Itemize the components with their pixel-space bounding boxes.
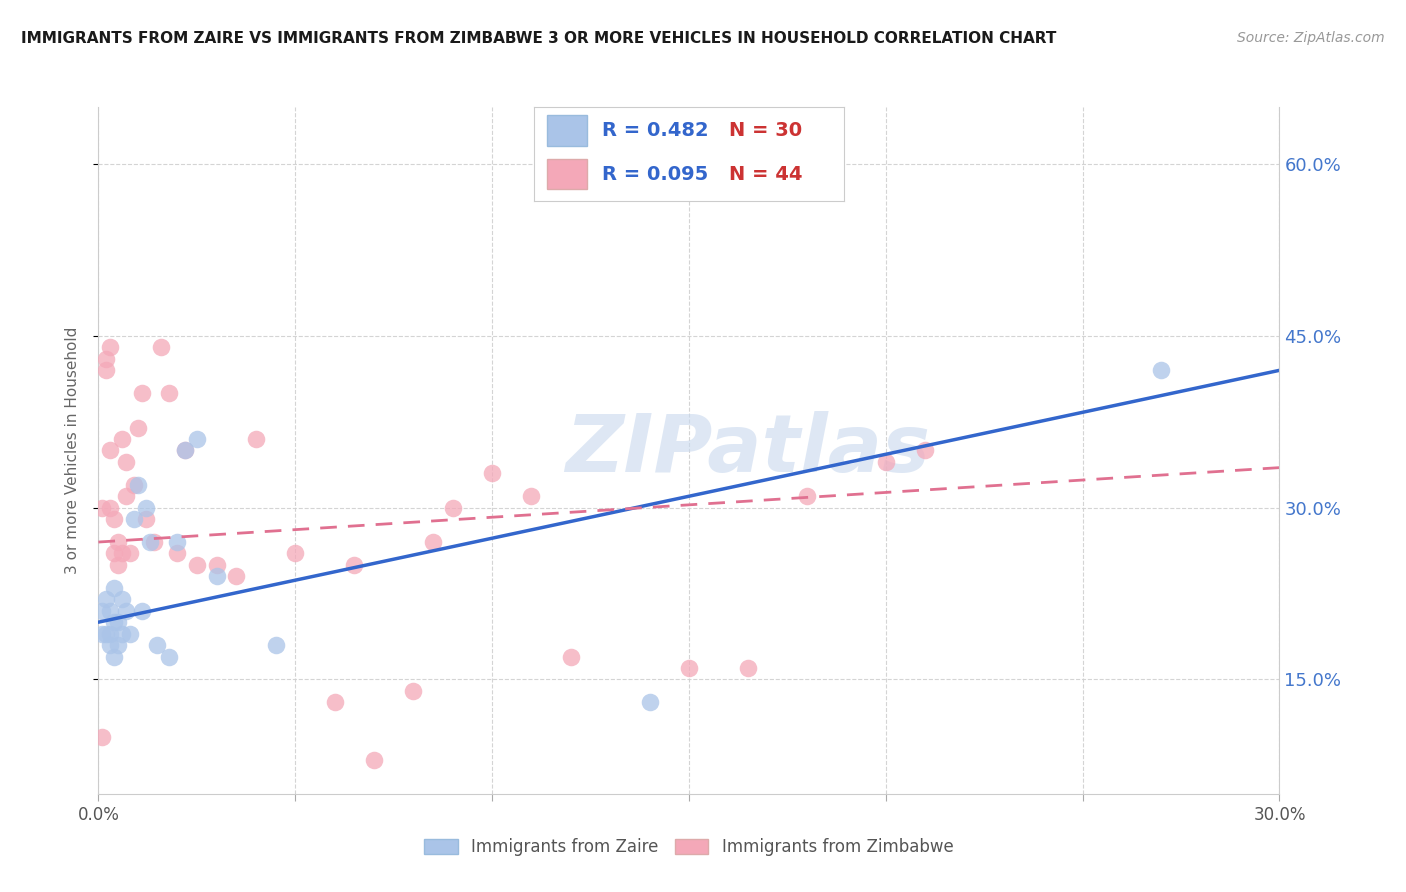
Point — [98, 443, 121, 458]
Point — [98, 341, 121, 355]
Point — [422, 535, 444, 549]
Point — [127, 478, 149, 492]
Point — [245, 432, 267, 446]
Point — [91, 604, 114, 618]
Text: IMMIGRANTS FROM ZAIRE VS IMMIGRANTS FROM ZIMBABWE 3 OR MORE VEHICLES IN HOUSEHOL: IMMIGRANTS FROM ZAIRE VS IMMIGRANTS FROM… — [21, 31, 1056, 46]
FancyBboxPatch shape — [547, 115, 586, 146]
Point — [205, 569, 228, 583]
Point — [98, 638, 121, 652]
Text: Source: ZipAtlas.com: Source: ZipAtlas.com — [1237, 31, 1385, 45]
Point — [875, 455, 897, 469]
Point — [174, 443, 197, 458]
Point — [166, 535, 188, 549]
Point — [225, 569, 247, 583]
Y-axis label: 3 or more Vehicles in Household: 3 or more Vehicles in Household — [65, 326, 80, 574]
Text: ZIPatlas: ZIPatlas — [565, 411, 931, 490]
Point — [560, 649, 582, 664]
Point — [98, 604, 121, 618]
Point — [205, 558, 228, 572]
Point — [157, 386, 180, 401]
Point — [103, 546, 125, 561]
Point — [678, 661, 700, 675]
Point — [1150, 363, 1173, 377]
Point — [118, 626, 141, 640]
Point — [796, 489, 818, 503]
Point — [131, 386, 153, 401]
Point — [111, 546, 134, 561]
Point — [107, 638, 129, 652]
FancyBboxPatch shape — [547, 159, 586, 189]
Point — [107, 615, 129, 630]
Text: R = 0.095: R = 0.095 — [602, 164, 709, 184]
Point — [118, 546, 141, 561]
Point — [107, 535, 129, 549]
Point — [111, 626, 134, 640]
Point — [343, 558, 366, 572]
Point — [157, 649, 180, 664]
Point — [103, 581, 125, 595]
Point — [737, 661, 759, 675]
Point — [323, 695, 346, 709]
Point — [96, 626, 118, 640]
Legend: Immigrants from Zaire, Immigrants from Zimbabwe: Immigrants from Zaire, Immigrants from Z… — [416, 830, 962, 864]
Point — [174, 443, 197, 458]
Point — [520, 489, 543, 503]
Point — [96, 351, 118, 366]
Point — [115, 489, 138, 503]
Point — [363, 753, 385, 767]
Point — [111, 592, 134, 607]
Point — [111, 432, 134, 446]
Point — [91, 730, 114, 744]
Point — [98, 626, 121, 640]
Point — [481, 467, 503, 481]
Point — [138, 535, 160, 549]
Text: N = 30: N = 30 — [730, 121, 803, 140]
Point — [142, 535, 165, 549]
Point — [135, 500, 157, 515]
Point — [186, 432, 208, 446]
Point — [96, 592, 118, 607]
Point — [127, 420, 149, 434]
Point — [402, 683, 425, 698]
Point — [96, 363, 118, 377]
Point — [115, 455, 138, 469]
Point — [284, 546, 307, 561]
Point — [150, 341, 173, 355]
Point — [115, 604, 138, 618]
Point — [103, 615, 125, 630]
Text: R = 0.482: R = 0.482 — [602, 121, 709, 140]
Point — [122, 512, 145, 526]
Point — [91, 626, 114, 640]
Point — [166, 546, 188, 561]
Point — [186, 558, 208, 572]
Point — [135, 512, 157, 526]
Point — [103, 649, 125, 664]
Point — [264, 638, 287, 652]
Point — [122, 478, 145, 492]
Point — [131, 604, 153, 618]
Point — [107, 558, 129, 572]
Point — [91, 500, 114, 515]
Point — [441, 500, 464, 515]
Text: N = 44: N = 44 — [730, 164, 803, 184]
Point — [98, 500, 121, 515]
Point — [146, 638, 169, 652]
Point — [638, 695, 661, 709]
Point — [914, 443, 936, 458]
Point — [103, 512, 125, 526]
